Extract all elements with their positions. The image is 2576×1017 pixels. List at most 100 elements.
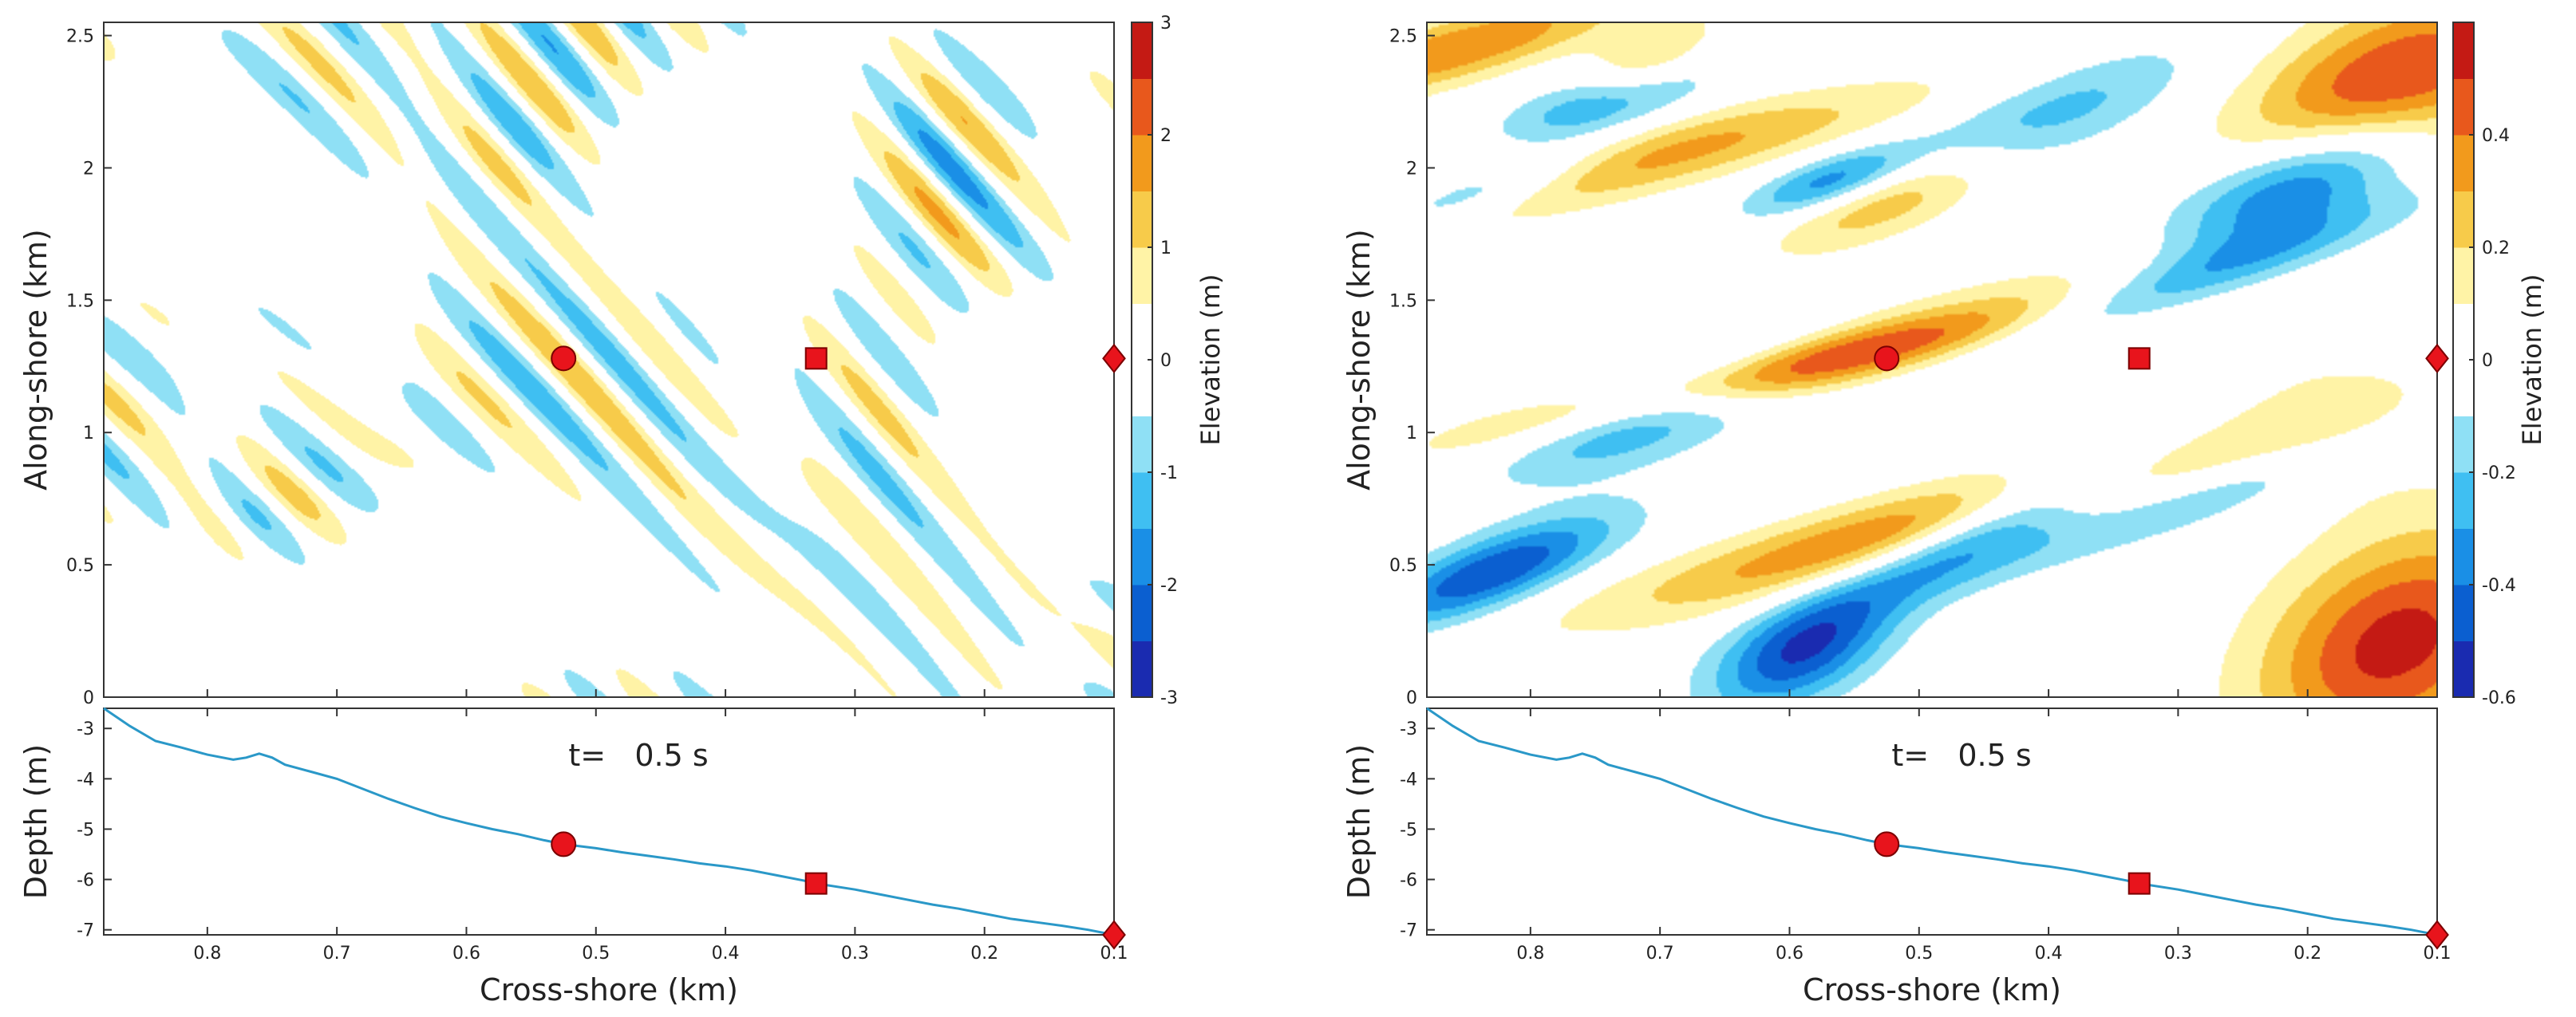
depth-marker-square	[2128, 872, 2151, 895]
y-tick-label: 0.5	[66, 556, 94, 576]
time-annotation: t= 0.5 s	[1891, 738, 2031, 773]
colorbar-swatch	[1132, 22, 1152, 79]
colorbar-swatch	[2453, 135, 2474, 191]
time-annotation: t= 0.5 s	[568, 738, 708, 773]
x-tick-label: 0.6	[1776, 944, 1804, 964]
colorbar-tick-label: -0.4	[2482, 576, 2516, 596]
colorbar-swatch	[1132, 78, 1152, 136]
depth-profile-line	[103, 707, 1115, 936]
colorbar-swatch	[1132, 191, 1152, 248]
colorbar-swatch	[2453, 528, 2474, 585]
y-tick-label: -5	[1400, 820, 1417, 840]
y-tick-label: 0.5	[1389, 556, 1417, 576]
station-marker-square	[2128, 347, 2151, 370]
colorbar-swatch	[1132, 472, 1152, 529]
station-marker-circle	[1874, 345, 1900, 372]
y-tick-label: -6	[77, 871, 94, 891]
station-marker-diamond	[2425, 343, 2449, 373]
station-marker-circle	[551, 345, 577, 372]
colorbar-label: Elevation (m)	[1195, 274, 1226, 446]
depth-marker-diamond	[1102, 920, 1126, 950]
x-tick-label: 0.5	[582, 944, 610, 964]
x-tick-label: 0.7	[1646, 944, 1674, 964]
depth-profile-line	[1426, 707, 2438, 936]
colorbar-swatch	[1132, 528, 1152, 585]
panel-right: 0 0.5 1 1.5 2 2.5 Along-shore (km) -0.6 -0.4 -0.2…	[1341, 22, 2547, 1007]
depth-ylabel: Depth (m)	[18, 744, 53, 900]
colorbar-swatch	[2453, 416, 2474, 473]
y-tick-label: 1.5	[1389, 291, 1417, 311]
colorbar-swatch	[2453, 78, 2474, 136]
x-tick-label: 0.6	[452, 944, 480, 964]
y-tick-label: -4	[77, 770, 94, 790]
colorbar-tick-label: -2	[1160, 576, 1178, 596]
colorbar-swatch	[2453, 641, 2474, 698]
y-tick-label: 2.5	[1389, 27, 1417, 47]
y-tick-label: 2	[83, 159, 94, 179]
y-tick-label: -3	[77, 719, 94, 739]
colorbar-swatch	[2453, 303, 2474, 361]
x-tick-label: 0.4	[712, 944, 740, 964]
x-tick-label: 0.4	[2035, 944, 2063, 964]
y-tick-label: -3	[1400, 719, 1417, 739]
colorbar-tick-label: 0	[1160, 351, 1171, 371]
colorbar-swatch	[2453, 585, 2474, 641]
colorbar-tick-label: 0	[2482, 351, 2493, 371]
x-tick-label: 0.2	[970, 944, 998, 964]
depth-ylabel: Depth (m)	[1341, 744, 1377, 900]
colorbar-swatch	[2453, 360, 2474, 416]
y-tick-label: 1.5	[66, 291, 94, 311]
y-tick-label: -5	[77, 820, 94, 840]
colorbar-tick-label: 3	[1160, 14, 1171, 34]
colorbar-swatch	[2453, 247, 2474, 304]
elevation-field	[104, 22, 1114, 697]
y-tick-label: 1	[1406, 424, 1417, 443]
colorbar-swatch	[2453, 472, 2474, 529]
y-tick-label: 0	[83, 688, 94, 708]
colorbar: -0.6 -0.4 -0.2 0 0.2 0.4 Elevation (m)	[2452, 22, 2547, 708]
x-tick-label: 0.3	[841, 944, 869, 964]
depth-frame	[103, 708, 1115, 936]
colorbar-tick-label: 2	[1160, 126, 1171, 146]
station-marker-square	[804, 347, 828, 370]
x-tick-label: 0.5	[1905, 944, 1933, 964]
station-marker-diamond	[1102, 343, 1126, 373]
x-tick-label: 0.2	[2294, 944, 2321, 964]
x-tick-label: 0.8	[1516, 944, 1544, 964]
colorbar-tick-label: -3	[1160, 688, 1178, 708]
colorbar-swatch	[1132, 641, 1152, 698]
y-tick-label: -7	[77, 921, 94, 941]
panel-left: 0 0.5 1 1.5 2 2.5 Along-shore (km) -3 -2 -1 0 1 2 3 El…	[18, 14, 1226, 1007]
colorbar-swatch	[2453, 22, 2474, 79]
colorbar-swatch	[1132, 303, 1152, 361]
colorbar-swatch	[1132, 585, 1152, 641]
colorbar-swatch	[2453, 191, 2474, 248]
colorbar: -3 -2 -1 0 1 2 3 Elevation (m)	[1131, 14, 1226, 708]
depth-xlabel: Cross-shore (km)	[1803, 972, 2061, 1007]
colorbar-tick-label: 0.4	[2482, 126, 2510, 146]
colorbar-tick-label: 1	[1160, 238, 1171, 258]
colorbar-tick-label: -1	[1160, 463, 1178, 483]
colorbar-tick-label: -0.2	[2482, 463, 2516, 483]
depth-marker-circle	[551, 831, 577, 857]
x-tick-label: 0.7	[323, 944, 351, 964]
colorbar-swatch	[1132, 416, 1152, 473]
x-tick-label: 0.3	[2164, 944, 2192, 964]
depth-marker-square	[804, 872, 828, 895]
depth-marker-circle	[1874, 831, 1900, 857]
y-tick-label: 0	[1406, 688, 1417, 708]
y-tick-label: 2.5	[66, 27, 94, 47]
colorbar-swatch	[1132, 360, 1152, 416]
depth-frame	[1426, 708, 2438, 936]
colorbar-tick-label: 0.2	[2482, 238, 2510, 258]
y-tick-label: 1	[83, 424, 94, 443]
y-tick-label: -7	[1400, 921, 1417, 941]
colorbar-swatch	[1132, 135, 1152, 191]
y-tick-label: -4	[1400, 770, 1417, 790]
depth-xlabel: Cross-shore (km)	[480, 972, 738, 1007]
heatmap-ylabel: Along-shore (km)	[18, 229, 53, 491]
y-tick-label: 2	[1406, 159, 1417, 179]
heatmap-ylabel: Along-shore (km)	[1341, 229, 1377, 491]
colorbar-tick-label: -0.6	[2482, 688, 2516, 708]
